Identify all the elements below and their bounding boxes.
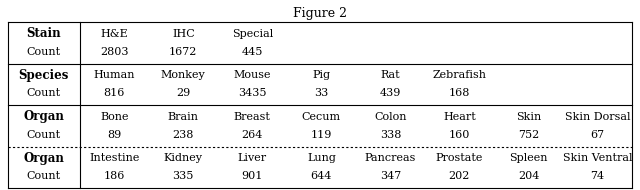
Text: 3435: 3435 (238, 88, 267, 98)
Text: Heart: Heart (443, 112, 476, 122)
Text: Count: Count (27, 130, 61, 140)
Text: 89: 89 (107, 130, 122, 140)
Text: Count: Count (27, 47, 61, 57)
Text: Brain: Brain (168, 112, 199, 122)
Text: Colon: Colon (374, 112, 406, 122)
Text: Human: Human (93, 70, 135, 80)
Text: Skin Ventral: Skin Ventral (563, 153, 632, 163)
Text: Special: Special (232, 29, 273, 39)
Text: Skin Dorsal: Skin Dorsal (564, 112, 630, 122)
Text: 2803: 2803 (100, 47, 129, 57)
Text: 644: 644 (310, 171, 332, 181)
Text: Skin: Skin (516, 112, 541, 122)
Text: 1672: 1672 (169, 47, 198, 57)
Text: Rat: Rat (381, 70, 400, 80)
Text: Organ: Organ (24, 110, 64, 123)
Text: Kidney: Kidney (164, 153, 203, 163)
Text: Pig: Pig (312, 70, 330, 80)
Text: Stain: Stain (27, 27, 61, 40)
Text: 816: 816 (104, 88, 125, 98)
Text: 335: 335 (173, 171, 194, 181)
Text: 202: 202 (449, 171, 470, 181)
Text: Spleen: Spleen (509, 153, 548, 163)
Text: Organ: Organ (24, 152, 64, 165)
Text: 29: 29 (176, 88, 191, 98)
Text: H&E: H&E (100, 29, 128, 39)
Text: 74: 74 (591, 171, 605, 181)
Text: 445: 445 (242, 47, 263, 57)
Text: 238: 238 (173, 130, 194, 140)
Text: IHC: IHC (172, 29, 195, 39)
Text: Intestine: Intestine (89, 153, 140, 163)
Text: 186: 186 (104, 171, 125, 181)
Text: Pancreas: Pancreas (365, 153, 416, 163)
Text: Species: Species (19, 69, 69, 82)
Text: Zebrafish: Zebrafish (433, 70, 486, 80)
Text: 439: 439 (380, 88, 401, 98)
Text: Prostate: Prostate (436, 153, 483, 163)
Text: 160: 160 (449, 130, 470, 140)
Text: Monkey: Monkey (161, 70, 205, 80)
Text: 119: 119 (310, 130, 332, 140)
Text: 168: 168 (449, 88, 470, 98)
Text: 752: 752 (518, 130, 539, 140)
Text: Bone: Bone (100, 112, 129, 122)
Text: 338: 338 (380, 130, 401, 140)
Text: 33: 33 (314, 88, 328, 98)
Text: 204: 204 (518, 171, 539, 181)
Text: 347: 347 (380, 171, 401, 181)
Text: Cecum: Cecum (302, 112, 341, 122)
Text: Lung: Lung (307, 153, 336, 163)
Text: 67: 67 (591, 130, 605, 140)
Text: Mouse: Mouse (234, 70, 271, 80)
Text: Breast: Breast (234, 112, 271, 122)
Text: Liver: Liver (238, 153, 267, 163)
Text: Count: Count (27, 171, 61, 181)
Text: 901: 901 (242, 171, 263, 181)
Text: Count: Count (27, 88, 61, 98)
Text: 264: 264 (242, 130, 263, 140)
Text: Figure 2: Figure 2 (293, 7, 347, 20)
